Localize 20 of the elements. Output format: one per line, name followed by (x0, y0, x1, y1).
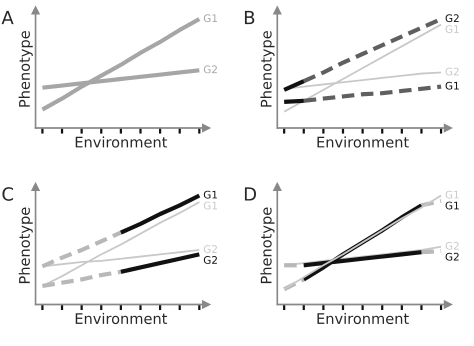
y-axis-title: Phenotype (260, 31, 275, 107)
y-axis-title: Phenotype (260, 208, 275, 284)
chart-title: B (244, 10, 254, 24)
x-axis-title: Environment (76, 136, 168, 148)
x-axis-title: Environment (76, 312, 168, 324)
series-label: G1 (204, 14, 217, 22)
x-axis-title: Environment (317, 136, 409, 148)
series-label: G2 (204, 65, 217, 74)
chart-title: C (2, 187, 14, 201)
y-axis-title: Phenotype (18, 31, 33, 107)
series-label: G2 (204, 256, 217, 264)
chart-title: A (2, 10, 14, 24)
chart-title: D (244, 187, 256, 201)
y-axis-title: Phenotype (18, 208, 33, 284)
text: G1 (446, 202, 459, 210)
x-axis-title: Environment (317, 312, 409, 324)
series-label: G1 (446, 82, 459, 90)
series-label: G2 (446, 14, 459, 22)
text: G2 (446, 252, 459, 261)
series-label: G1 (204, 190, 217, 199)
